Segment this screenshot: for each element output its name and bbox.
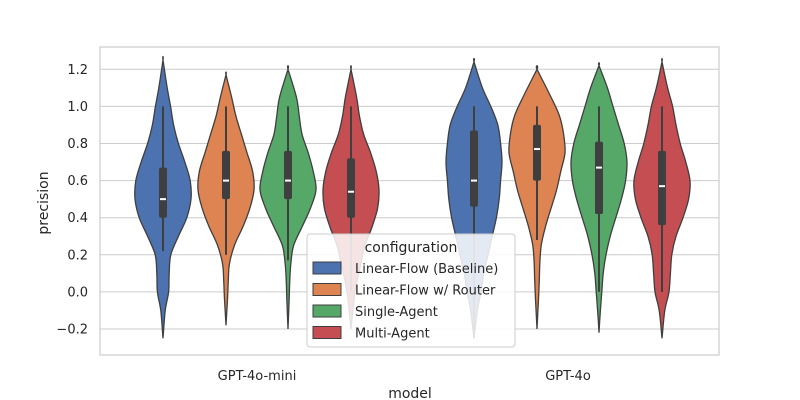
y-tick-label: −0.2 [56, 323, 88, 338]
violin-gpt-4o-3 [633, 57, 691, 339]
x-tick-labels: GPT-4o-mini GPT-4o [218, 369, 591, 384]
y-tick-label: 0.0 [67, 285, 88, 300]
violin-iqr-box [347, 158, 355, 218]
violin-gpt-4o-mini-1 [197, 71, 255, 326]
y-tick-label: 1.2 [67, 63, 88, 78]
legend-label: Linear-Flow w/ Router [355, 284, 496, 299]
y-tick-label: 0.6 [67, 174, 88, 189]
violin-gpt-4o-mini-0 [134, 55, 192, 339]
violin-gpt-4o-2 [570, 62, 628, 333]
violin-iqr-box [595, 141, 603, 214]
violin-iqr-box [470, 130, 478, 207]
y-tick-label: 1.0 [67, 100, 88, 115]
y-tick-label: 0.2 [67, 248, 88, 263]
legend-swatch [312, 261, 342, 275]
violin-iqr-box [159, 167, 167, 218]
violin-iqr-box [533, 124, 541, 181]
legend-swatch [312, 283, 342, 296]
violin-gpt-4o-1 [508, 65, 566, 330]
x-axis-label: model [388, 386, 432, 400]
violins [134, 55, 691, 339]
legend-swatch [312, 304, 342, 318]
y-tick-label: 0.8 [67, 137, 88, 152]
y-tick-label: 0.4 [67, 211, 88, 226]
legend: configuration Linear-Flow (Baseline)Line… [306, 233, 516, 348]
x-tick-label: GPT-4o [545, 369, 591, 384]
plot-frame [99, 46, 720, 356]
legend-label: Linear-Flow (Baseline) [355, 262, 498, 277]
legend-box [306, 233, 516, 348]
violin-iqr-box [658, 150, 666, 226]
violin-gpt-4o-mini-2 [259, 65, 317, 330]
legend-title: configuration [365, 240, 458, 256]
y-tick-labels: −0.2 0.0 0.2 0.4 0.6 0.8 1.0 1.2 [56, 63, 88, 338]
violin-iqr-box [222, 150, 230, 200]
violin-iqr-box [284, 150, 292, 200]
legend-items: Linear-Flow (Baseline) Linear-Flow w/ Rou… [312, 261, 498, 342]
y-axis-label: precision [36, 171, 52, 234]
x-tick-label: GPT-4o-mini [218, 369, 297, 384]
legend-label: Single-Agent [355, 305, 438, 320]
legend-label: Multi-Agent [355, 327, 430, 342]
legend-swatch [312, 326, 342, 339]
